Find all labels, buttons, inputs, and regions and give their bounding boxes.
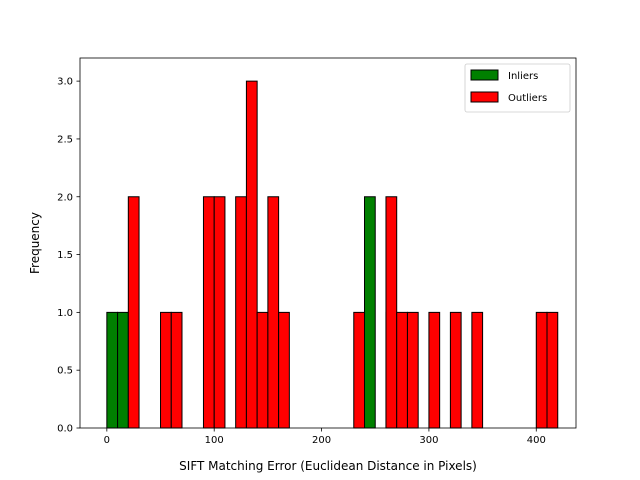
- y-axis-label: Frequency: [28, 212, 42, 274]
- x-axis-label: SIFT Matching Error (Euclidean Distance …: [179, 459, 477, 473]
- x-tick-label: 300: [419, 435, 438, 446]
- bar-inliers-0: [106, 311, 119, 429]
- y-tick-label: 1.5: [57, 250, 73, 261]
- bar-outliers-410: [546, 311, 559, 429]
- y-tick-label: 0.5: [57, 366, 73, 377]
- y-tick-label: 1.0: [57, 308, 73, 319]
- bar-outliers-50: [160, 311, 172, 429]
- bar-outliers-400: [535, 311, 548, 429]
- legend: Inliers Outliers: [464, 63, 571, 113]
- bar-outliers-150: [267, 196, 280, 429]
- bar-outliers-20: [127, 196, 140, 429]
- y-tick-label: 3.0: [57, 77, 73, 88]
- bar-outliers-60: [170, 311, 183, 429]
- bar-outliers-260: [385, 196, 398, 429]
- bar-outliers-130: [245, 80, 258, 429]
- x-tick-label: 400: [527, 435, 546, 446]
- y-tick-label: 2.0: [57, 192, 73, 203]
- bar-inliers-240: [364, 196, 376, 429]
- bar-outliers-230: [353, 311, 366, 429]
- bar-outliers-340: [471, 311, 484, 429]
- x-tick-label: 100: [205, 435, 224, 446]
- bar-outliers-300: [428, 311, 441, 429]
- bar-outliers-100: [213, 196, 226, 429]
- legend-swatch-outliers: [470, 91, 499, 103]
- y-tick-label: 2.5: [57, 134, 73, 145]
- plot-area: [80, 58, 576, 428]
- bar-outliers-90: [202, 196, 215, 429]
- legend-swatch-inliers: [470, 69, 499, 81]
- x-tick-label: 200: [312, 435, 331, 446]
- bar-inliers-10: [117, 311, 129, 429]
- legend-label-outliers: Outliers: [508, 93, 547, 104]
- bar-outliers-280: [406, 311, 419, 429]
- legend-label-inliers: Inliers: [508, 71, 538, 82]
- bar-outliers-140: [256, 311, 269, 429]
- bar-outliers-160: [278, 311, 290, 429]
- bar-outliers-270: [396, 311, 408, 429]
- bar-outliers-120: [235, 196, 247, 429]
- bar-outliers-320: [449, 311, 462, 429]
- plot-frame: [79, 57, 577, 429]
- y-axis-ticks: 0.0 0.5 1.0 1.5 2.0 2.5 3.0: [57, 77, 80, 435]
- x-axis-ticks: 0 100 200 300 400: [104, 428, 546, 446]
- x-tick-label: 0: [104, 435, 110, 446]
- y-tick-label: 0.0: [57, 424, 73, 435]
